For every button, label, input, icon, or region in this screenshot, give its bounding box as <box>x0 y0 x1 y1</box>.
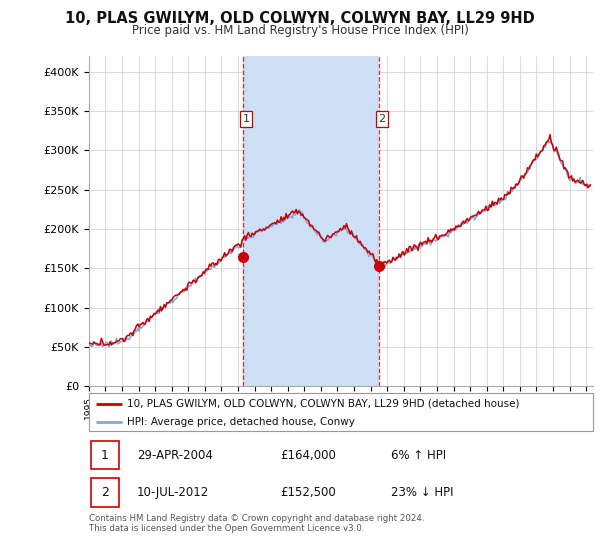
Text: 2: 2 <box>379 114 385 124</box>
Text: 10, PLAS GWILYM, OLD COLWYN, COLWYN BAY, LL29 9HD (detached house): 10, PLAS GWILYM, OLD COLWYN, COLWYN BAY,… <box>127 399 519 409</box>
Text: 6% ↑ HPI: 6% ↑ HPI <box>391 449 446 461</box>
Text: 10-JUL-2012: 10-JUL-2012 <box>137 486 209 499</box>
Text: 1: 1 <box>101 449 109 461</box>
FancyBboxPatch shape <box>89 393 593 431</box>
Text: 10, PLAS GWILYM, OLD COLWYN, COLWYN BAY, LL29 9HD: 10, PLAS GWILYM, OLD COLWYN, COLWYN BAY,… <box>65 11 535 26</box>
Bar <box>244 56 379 386</box>
FancyBboxPatch shape <box>91 478 119 507</box>
FancyBboxPatch shape <box>91 441 119 469</box>
Text: Contains HM Land Registry data © Crown copyright and database right 2024.
This d: Contains HM Land Registry data © Crown c… <box>89 514 424 534</box>
Text: 29-APR-2004: 29-APR-2004 <box>137 449 212 461</box>
Text: Price paid vs. HM Land Registry's House Price Index (HPI): Price paid vs. HM Land Registry's House … <box>131 24 469 36</box>
Text: £164,000: £164,000 <box>280 449 336 461</box>
Text: HPI: Average price, detached house, Conwy: HPI: Average price, detached house, Conw… <box>127 417 355 427</box>
Text: 1: 1 <box>242 114 250 124</box>
Text: 2: 2 <box>101 486 109 499</box>
Text: 23% ↓ HPI: 23% ↓ HPI <box>391 486 454 499</box>
Text: £152,500: £152,500 <box>280 486 336 499</box>
